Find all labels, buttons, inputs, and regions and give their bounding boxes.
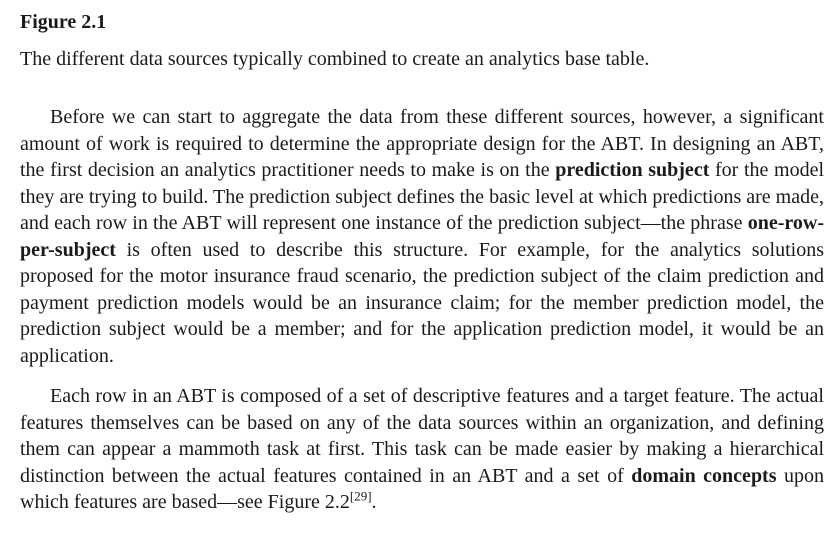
- paragraph-abt-design: Before we can start to aggregate the dat…: [20, 104, 824, 369]
- paragraph-text: is often used to describe this structure…: [20, 238, 824, 367]
- term-prediction-subject: prediction subject: [555, 159, 710, 181]
- citation-reference-link[interactable]: [29]: [349, 488, 372, 504]
- paragraph-text: Before we can start to aggregate the dat…: [20, 106, 824, 181]
- paragraph-text: .: [371, 491, 377, 513]
- figure-caption: The different data sources typically com…: [20, 48, 650, 70]
- term-one-row-per-subject: one-row-per-subject: [20, 212, 824, 261]
- figure-label: Figure 2.1: [20, 11, 107, 33]
- paragraph-text: Each row in an ABT is composed of a set …: [20, 385, 824, 487]
- paragraph-text: for the model they are trying to build. …: [20, 159, 824, 234]
- paragraph-text: upon which features are based—see Figure…: [20, 464, 825, 514]
- paragraph-abt-features: Each row in an ABT is composed of a set …: [20, 383, 824, 516]
- term-domain-concepts: domain concepts: [631, 464, 777, 487]
